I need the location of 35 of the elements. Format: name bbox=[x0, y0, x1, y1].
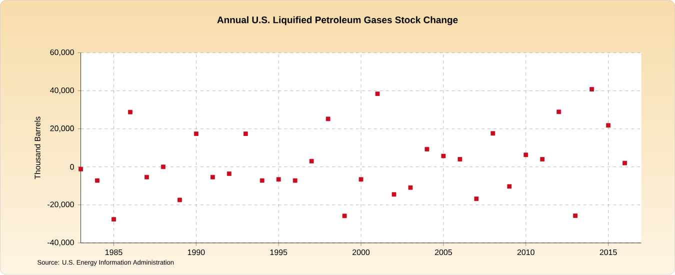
chart-title: Annual U.S. Liquified Petroleum Gases Stock Change bbox=[217, 16, 458, 26]
point bbox=[556, 110, 562, 114]
point bbox=[424, 147, 430, 152]
point bbox=[507, 184, 512, 189]
point bbox=[292, 178, 298, 183]
point bbox=[144, 175, 149, 180]
point bbox=[590, 87, 594, 92]
point bbox=[408, 186, 413, 190]
point bbox=[606, 123, 611, 128]
point bbox=[458, 157, 462, 162]
point bbox=[326, 116, 330, 122]
point bbox=[441, 154, 446, 158]
point bbox=[524, 152, 528, 158]
point bbox=[309, 159, 314, 164]
point bbox=[573, 214, 578, 218]
point bbox=[276, 177, 281, 182]
point bbox=[194, 132, 198, 136]
point bbox=[210, 175, 215, 180]
point bbox=[474, 196, 479, 202]
point bbox=[490, 131, 496, 136]
point bbox=[392, 192, 396, 197]
point bbox=[128, 110, 132, 114]
point bbox=[358, 177, 364, 182]
point bbox=[95, 178, 100, 183]
point bbox=[342, 214, 347, 218]
point bbox=[260, 178, 264, 183]
point bbox=[112, 217, 116, 222]
point bbox=[243, 132, 248, 136]
point bbox=[622, 161, 627, 166]
point bbox=[375, 92, 380, 96]
point bbox=[177, 198, 182, 202]
point bbox=[78, 167, 83, 172]
point bbox=[161, 164, 166, 170]
point bbox=[226, 172, 232, 176]
point bbox=[540, 157, 545, 162]
